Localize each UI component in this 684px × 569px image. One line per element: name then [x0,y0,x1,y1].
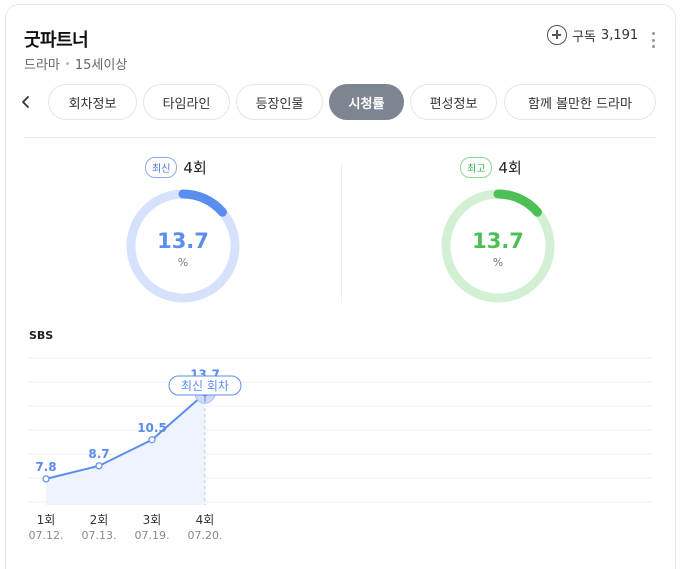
subscribe-button[interactable]: 구독 3,191 [547,25,638,45]
subscribe-label: 구독 [572,29,596,45]
best-rating-ring [441,189,555,303]
ratings-chart-svg: 7.88.710.513.7최신 회차 [28,357,652,505]
ring-progress-arc [441,189,555,303]
tab-episode-info[interactable]: 회차정보 [48,84,137,120]
chevron-left-icon[interactable] [20,95,32,109]
ring-progress-arc [126,189,240,303]
program-title[interactable]: 굿파트너 [24,30,89,51]
latest-episode: 4회 [183,159,207,177]
network-label: SBS [29,329,54,342]
x-tick-date: 07.12. [28,529,64,542]
data-point[interactable] [42,475,50,483]
ring-divider [341,163,342,303]
program-meta: 드라마 15세이상 [24,54,127,73]
best-episode: 4회 [498,159,522,177]
x-tick-episode: 2회 [89,513,109,527]
best-rating-value: 13.7 [472,229,524,253]
latest-rating-unit: % [177,256,189,269]
tab-ratings[interactable]: 시청률 [329,84,404,120]
best-header: 최고 4회 [460,157,522,178]
tab-bar: 회차정보 타임라인 등장인물 시청률 편성정보 함께 볼만한 드라마 [0,84,684,122]
data-label: 8.7 [88,447,109,461]
data-label: 7.8 [35,460,56,474]
latest-tag: 최신 [145,157,178,178]
data-point[interactable] [95,462,103,470]
best-rating-unit: % [492,256,504,269]
latest-rating-ring [126,189,240,303]
more-options-icon[interactable] [647,32,659,48]
subscriber-count: 3,191 [600,27,639,43]
series-area [46,393,205,505]
ratings-chart: 7.8 8.7 10.5 13.7 최신 회차 1회 07.12. 2회 07.13. 3회 07… [0,350,684,560]
tab-cast[interactable]: 등장인물 [236,84,323,120]
separator-dot [65,62,69,65]
latest-rating-value: 13.7 [157,229,209,253]
section-divider [24,137,656,138]
latest-header: 최신 4회 [145,157,207,178]
data-label: 10.5 [137,421,167,435]
tab-schedule[interactable]: 편성정보 [410,84,497,120]
x-tick-episode: 4회 [195,513,215,527]
x-tick-date: 07.13. [81,529,117,542]
callout-label: 최신 회차 [181,379,229,393]
x-tick-date: 07.20. [187,529,223,542]
tab-related-dramas[interactable]: 함께 볼만한 드라마 [504,84,656,120]
tab-timeline[interactable]: 타임라인 [143,84,230,120]
data-point[interactable] [148,436,156,444]
best-tag: 최고 [460,157,493,178]
series-line [45,392,206,480]
x-tick-date: 07.19. [134,529,170,542]
plus-icon [547,25,567,45]
x-tick-episode: 1회 [36,513,56,527]
x-tick-episode: 3회 [142,513,162,527]
genre-label: 드라마 [24,58,60,73]
age-rating-label: 15세이상 [74,58,128,73]
